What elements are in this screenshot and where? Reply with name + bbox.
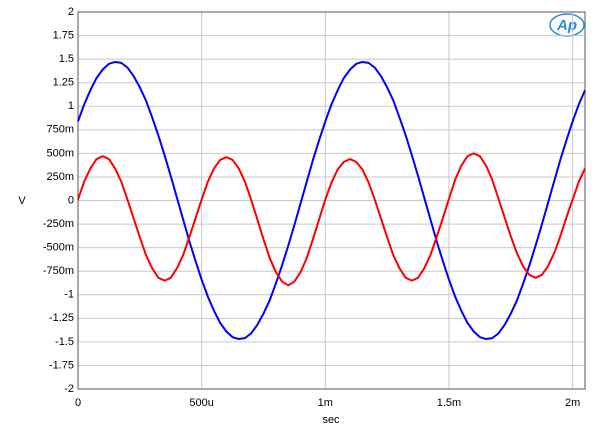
y-tick-label: 1.25 <box>53 77 74 89</box>
y-tick-label: -1 <box>64 289 74 301</box>
logo: Ap <box>556 17 577 34</box>
x-tick-label: 1m <box>318 397 333 409</box>
y-tick-label: 0 <box>68 194 74 206</box>
y-axis-label: V <box>18 195 26 207</box>
series-line <box>77 60 586 341</box>
x-axis-label: sec <box>322 414 340 426</box>
y-tick-label: -750m <box>43 265 74 277</box>
y-tick-label: 500m <box>46 147 74 159</box>
y-tick-label: -250m <box>43 218 74 230</box>
y-tick-label: -1.25 <box>49 312 74 324</box>
x-tick-label: 0 <box>75 397 81 409</box>
y-tick-label: -1.5 <box>55 336 74 348</box>
y-tick-label: 1 <box>68 100 74 112</box>
y-tick-label: 1.5 <box>59 53 74 65</box>
x-tick-label: 2m <box>565 397 580 409</box>
x-tick-label: 500u <box>189 397 213 409</box>
series-line <box>77 152 586 287</box>
y-tick-label: 1.75 <box>53 29 74 41</box>
y-tick-label: -2 <box>64 383 74 395</box>
plot-frame <box>77 11 586 390</box>
x-tick-label: 1.5m <box>437 397 461 409</box>
y-tick-label: 250m <box>46 171 74 183</box>
y-tick-label: -1.75 <box>49 359 74 371</box>
y-tick-label: 750m <box>46 124 74 136</box>
y-tick-label: 2 <box>68 6 74 18</box>
y-tick-label: -500m <box>43 242 74 254</box>
